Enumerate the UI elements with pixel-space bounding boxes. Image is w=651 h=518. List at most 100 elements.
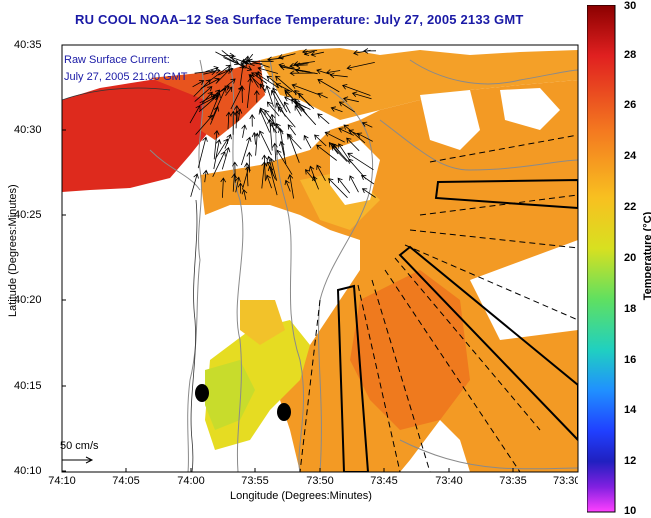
x-tick-label: 74:00 [177, 475, 205, 487]
current-vector-arrow [249, 114, 256, 127]
current-vector-arrow [338, 143, 352, 163]
current-vector-arrow [278, 53, 296, 60]
current-vector-arrow [208, 64, 232, 83]
current-vector-arrow [275, 83, 293, 93]
current-vector-arrow [328, 178, 348, 198]
current-vector-arrow [316, 164, 326, 181]
current-vector-arrow [264, 109, 280, 131]
x-tick-label: 73:50 [306, 475, 334, 487]
current-vector-arrow [289, 62, 309, 69]
sample-box-south [336, 284, 370, 472]
x-tick-label: 74:10 [48, 475, 76, 487]
current-vector-arrow [342, 96, 359, 103]
current-vector-arrow [349, 175, 359, 193]
current-vector-arrow [310, 51, 324, 57]
current-vector-arrow [317, 92, 328, 99]
current-vector-arrow [241, 188, 248, 200]
current-vector-arrow [203, 69, 216, 76]
current-vector-arrow [195, 114, 214, 135]
colorbar-tick: 26 [624, 99, 637, 111]
sample-box-southeast [398, 245, 578, 442]
sample-box-east [434, 178, 578, 210]
current-vector-arrow [234, 110, 240, 123]
current-vector-arrow [200, 77, 220, 89]
current-vector-arrow [257, 66, 279, 74]
current-vector-arrow [254, 132, 260, 156]
current-vector-arrow [197, 136, 208, 169]
current-vector-arrow [215, 138, 228, 159]
current-vector-arrow [284, 96, 311, 110]
current-vector-arrow [244, 55, 251, 69]
current-vector-arrow [276, 149, 293, 175]
scale-label: 50 cm/s [60, 440, 99, 452]
current-vector-arrow [279, 64, 311, 73]
current-vector-arrow [212, 151, 226, 177]
current-vector-arrow [220, 177, 227, 198]
current-vector-arrow [283, 101, 291, 114]
x-tick-label: 73:45 [370, 475, 398, 487]
x-axis-title: Longitude (Degrees:Minutes) [230, 490, 372, 502]
x-tick-label: 73:35 [499, 475, 527, 487]
x-tick-label: 74:05 [112, 475, 140, 487]
current-vector-arrow [291, 83, 319, 95]
current-vector-arrow [231, 173, 237, 192]
x-tick-label: 73:30 [553, 475, 578, 487]
current-vector-arrow [338, 127, 354, 136]
current-vector-arrow [294, 105, 302, 117]
current-vector-arrow [301, 48, 318, 55]
current-vector-arrow [248, 74, 266, 91]
current-vector-arrow [308, 165, 316, 181]
current-vector-arrow [209, 92, 221, 119]
current-vector-arrow [275, 75, 297, 95]
current-vector-arrow [337, 177, 351, 194]
current-vector-arrow [192, 80, 205, 88]
current-vector-arrow [259, 107, 278, 134]
current-timestamp: July 27, 2005 21:00 GMT [64, 71, 188, 83]
y-tick-label: 40:30 [14, 124, 42, 136]
current-vector-arrow [216, 78, 236, 95]
colorbar-tick: 12 [624, 455, 637, 467]
current-vector-arrow [272, 142, 278, 161]
current-vector-arrow [333, 143, 342, 155]
current-vector-arrow [279, 140, 287, 164]
current-vector-arrow [215, 51, 240, 65]
current-vector-arrow [225, 86, 233, 96]
current-vector-arrow [360, 174, 375, 185]
y-tick-label: 40:10 [14, 465, 42, 477]
y-tick-label: 40:25 [14, 209, 42, 221]
y-tick-label: 40:20 [14, 294, 42, 306]
current-vector-arrow [317, 79, 340, 93]
map-title: RU COOL NOAA–12 Sea Surface Temperature:… [75, 12, 524, 27]
current-vector-arrow [351, 91, 372, 100]
colorbar [587, 5, 616, 513]
current-vector-arrow [265, 174, 272, 189]
current-vector-arrow [284, 179, 291, 192]
current-vector-arrow [189, 104, 201, 124]
current-vector-arrow [210, 106, 219, 125]
current-vector-arrow [213, 139, 222, 170]
current-vector-arrow [343, 124, 366, 144]
current-vector-arrow [316, 144, 337, 161]
colorbar-tick: 14 [624, 404, 637, 416]
current-vector-arrow [324, 131, 345, 143]
current-vector-arrow [221, 146, 231, 170]
current-vector-arrow [247, 58, 270, 68]
current-vector-arrow [287, 124, 297, 136]
colorbar-tick: 30 [624, 0, 637, 12]
colorbar-tick: 28 [624, 49, 637, 61]
current-vector-arrow [289, 70, 316, 77]
current-vector-arrow [316, 68, 330, 75]
current-vector-arrow [346, 137, 360, 152]
current-vector-arrow [272, 87, 288, 113]
current-vector-arrow [329, 72, 348, 79]
x-tick-label: 73:55 [241, 475, 269, 487]
current-vector-arrow [270, 121, 276, 133]
current-vector-arrow [303, 134, 312, 149]
colorbar-tick: 18 [624, 303, 637, 315]
current-vector-arrow [241, 136, 252, 166]
current-vector-arrow [190, 173, 199, 197]
x-tick-label: 73:40 [435, 475, 463, 487]
current-vector-arrow [261, 154, 268, 182]
current-vector-arrow [194, 86, 213, 102]
